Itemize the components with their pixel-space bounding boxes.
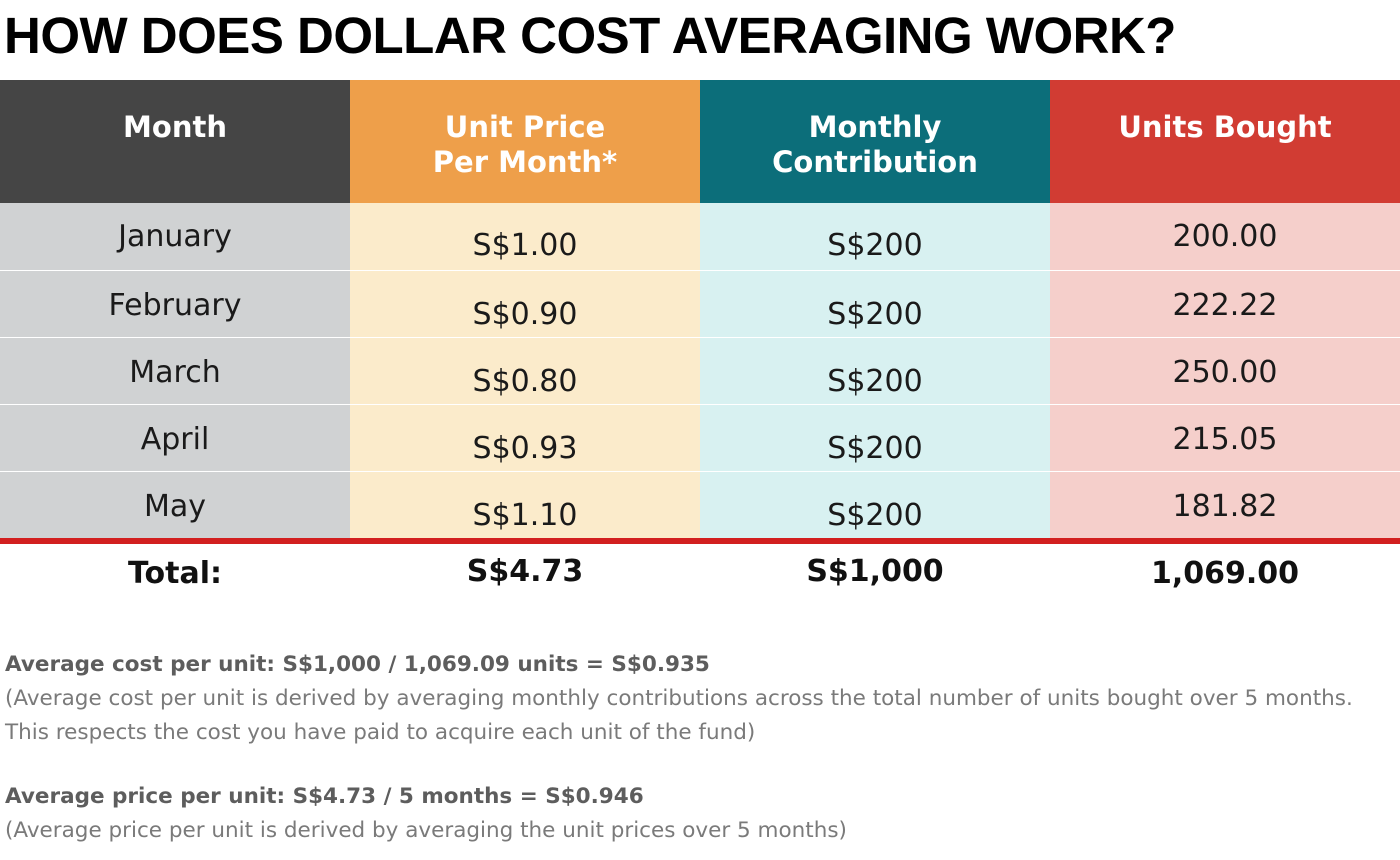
contribution-cell: S$200 xyxy=(700,404,1050,471)
contribution-cell: S$200 xyxy=(700,203,1050,270)
units-cell: 200.00 xyxy=(1050,203,1400,270)
table-row: March S$0.80 S$200 250.00 xyxy=(0,337,1400,404)
totals-price: S$4.73 xyxy=(466,554,584,589)
notes-spacer xyxy=(5,750,1395,780)
month-cell: January xyxy=(0,203,350,270)
totals-divider xyxy=(0,538,1400,544)
month-cell: May xyxy=(0,471,350,538)
header-month: Month xyxy=(0,80,350,203)
units-cell: 215.05 xyxy=(1050,404,1400,471)
units-cell: 181.82 xyxy=(1050,471,1400,538)
price-cell: S$0.90 xyxy=(350,270,700,337)
avg-cost-explanation-line: This respects the cost you have paid to … xyxy=(5,720,756,745)
table-row: April S$0.93 S$200 215.05 xyxy=(0,404,1400,471)
price-cell: S$1.00 xyxy=(350,203,700,270)
table-row: May S$1.10 S$200 181.82 xyxy=(0,471,1400,538)
page-title: HOW DOES DOLLAR COST AVERAGING WORK? xyxy=(4,7,1176,64)
table-row: February S$0.90 S$200 222.22 xyxy=(0,270,1400,337)
units-cell: 222.22 xyxy=(1050,270,1400,337)
header-monthly-contribution: Monthly Contribution xyxy=(700,80,1050,203)
contribution-cell: S$200 xyxy=(700,270,1050,337)
avg-cost-explanation-line: (Average cost per unit is derived by ave… xyxy=(5,686,1353,711)
footnotes: Average cost per unit: S$1,000 / 1,069.0… xyxy=(5,648,1395,848)
units-cell: 250.00 xyxy=(1050,337,1400,404)
totals-contribution: S$1,000 xyxy=(806,554,944,589)
table-header-row: Month Unit Price Per Month* Monthly Cont… xyxy=(0,80,1400,203)
totals-units: 1,069.00 xyxy=(1150,556,1300,591)
table-row: January S$1.00 S$200 200.00 xyxy=(0,203,1400,270)
contribution-cell: S$200 xyxy=(700,471,1050,538)
avg-cost-heading: Average cost per unit: S$1,000 / 1,069.0… xyxy=(5,652,710,677)
price-cell: S$0.93 xyxy=(350,404,700,471)
month-cell: April xyxy=(0,404,350,471)
header-unit-price: Unit Price Per Month* xyxy=(350,80,700,203)
price-cell: S$0.80 xyxy=(350,337,700,404)
totals-row: Total: S$4.73 S$1,000 1,069.00 xyxy=(0,544,1400,604)
month-cell: February xyxy=(0,270,350,337)
dca-table: Month Unit Price Per Month* Monthly Cont… xyxy=(0,80,1400,604)
avg-price-explanation-line: (Average price per unit is derived by av… xyxy=(5,818,847,843)
totals-label: Total: xyxy=(128,556,222,591)
header-units-bought: Units Bought xyxy=(1050,80,1400,203)
price-cell: S$1.10 xyxy=(350,471,700,538)
contribution-cell: S$200 xyxy=(700,337,1050,404)
avg-price-heading: Average price per unit: S$4.73 / 5 month… xyxy=(5,784,644,809)
month-cell: March xyxy=(0,337,350,404)
